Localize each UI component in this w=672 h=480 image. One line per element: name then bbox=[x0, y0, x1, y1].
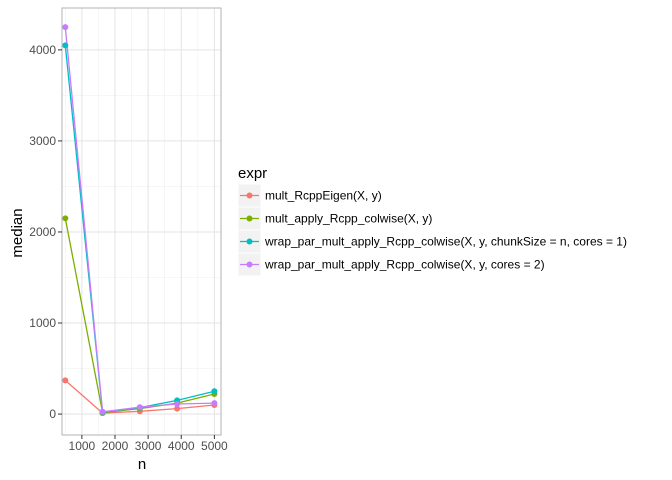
series-4-point bbox=[174, 401, 181, 408]
legend-key-point bbox=[246, 192, 253, 199]
series-4-point bbox=[211, 400, 218, 407]
legend-title: expr bbox=[238, 165, 267, 182]
panel-border bbox=[61, 7, 222, 436]
legend: expr mult_RcppEigen(X, y) mult_apply_Rcpp… bbox=[237, 165, 627, 277]
x-tick-labels: 1000 2000 3000 4000 5000 bbox=[69, 439, 229, 453]
x-tick-label: 4000 bbox=[168, 439, 195, 453]
y-tick-label: 2000 bbox=[29, 225, 56, 239]
y-tick-label: 3000 bbox=[29, 134, 56, 148]
x-tick-label: 1000 bbox=[69, 439, 96, 453]
axis-ticks bbox=[58, 49, 215, 439]
x-axis-title: n bbox=[138, 456, 146, 473]
y-tick-labels: 0 1000 2000 3000 4000 bbox=[29, 43, 56, 421]
series-1-point bbox=[62, 377, 69, 384]
legend-items: mult_RcppEigen(X, y) mult_apply_Rcpp_colw… bbox=[237, 183, 627, 277]
y-tick-label: 1000 bbox=[29, 316, 56, 330]
y-axis-title: median bbox=[9, 208, 26, 257]
series-4-point bbox=[136, 404, 143, 411]
series-3-point bbox=[211, 388, 218, 395]
legend-key-point bbox=[246, 215, 253, 222]
grid-major bbox=[62, 8, 221, 435]
series-4-point bbox=[62, 24, 69, 31]
legend-label-3: wrap_par_mult_apply_Rcpp_colwise(X, y, c… bbox=[264, 235, 627, 249]
legend-label-1: mult_RcppEigen(X, y) bbox=[265, 189, 382, 203]
y-tick-label: 0 bbox=[49, 407, 56, 421]
grid-minor bbox=[62, 8, 221, 435]
y-tick-label: 4000 bbox=[29, 43, 56, 57]
series-3-point bbox=[62, 42, 69, 49]
series-points bbox=[62, 24, 218, 417]
x-tick-label: 3000 bbox=[135, 439, 162, 453]
legend-key-point bbox=[246, 238, 253, 245]
legend-label-2: mult_apply_Rcpp_colwise(X, y) bbox=[265, 212, 432, 226]
legend-label-4: wrap_par_mult_apply_Rcpp_colwise(X, y, c… bbox=[264, 258, 545, 272]
x-tick-label: 5000 bbox=[201, 439, 228, 453]
legend-key-point bbox=[246, 261, 253, 268]
series-1-point bbox=[174, 405, 181, 412]
series-4-point bbox=[99, 408, 106, 415]
series-2-point bbox=[62, 215, 69, 222]
x-tick-label: 2000 bbox=[102, 439, 129, 453]
